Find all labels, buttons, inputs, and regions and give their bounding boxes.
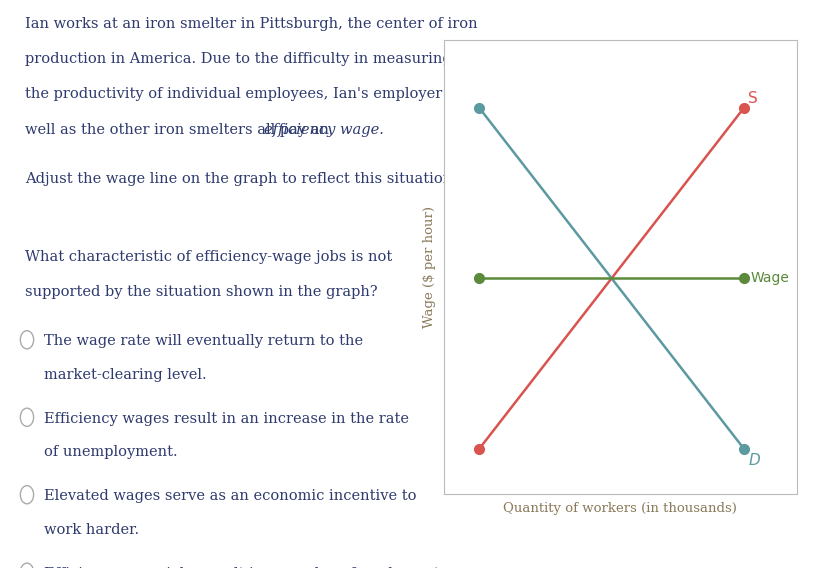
Text: The wage rate will eventually return to the: The wage rate will eventually return to … xyxy=(43,334,363,348)
Text: Wage: Wage xyxy=(750,272,789,285)
Text: well as the other iron smelters all pay an: well as the other iron smelters all pay … xyxy=(25,123,334,137)
Y-axis label: Wage ($ per hour): Wage ($ per hour) xyxy=(422,206,436,328)
Text: S: S xyxy=(748,91,758,106)
Text: work harder.: work harder. xyxy=(43,523,139,537)
Text: of unemployment.: of unemployment. xyxy=(43,445,177,459)
Text: Adjust the wage line on the graph to reflect this situation.: Adjust the wage line on the graph to ref… xyxy=(25,172,456,186)
Text: well as the other iron smelters all pay an ​​​​​​​​​​​​​​​​​​​​​​​​.: well as the other iron smelters all pay … xyxy=(25,123,338,137)
Text: What characteristic of efficiency-wage jobs is not: What characteristic of efficiency-wage j… xyxy=(25,249,392,264)
Text: production in America. Due to the difficulty in measuring: production in America. Due to the diffic… xyxy=(25,52,452,66)
Text: Efficiency wages result in an increase in the rate: Efficiency wages result in an increase i… xyxy=(43,412,408,425)
Text: Efficiency wage jobs result in a surplus of workers at: Efficiency wage jobs result in a surplus… xyxy=(43,566,439,568)
Text: market-clearing level.: market-clearing level. xyxy=(43,367,206,382)
Text: Ian works at an iron smelter in Pittsburgh, the center of iron: Ian works at an iron smelter in Pittsbur… xyxy=(25,17,477,31)
Text: D: D xyxy=(748,453,760,468)
Text: Elevated wages serve as an economic incentive to: Elevated wages serve as an economic ince… xyxy=(43,489,416,503)
X-axis label: Quantity of workers (in thousands): Quantity of workers (in thousands) xyxy=(504,503,737,516)
Text: efficiency wage.: efficiency wage. xyxy=(264,123,383,137)
Text: supported by the situation shown in the graph?: supported by the situation shown in the … xyxy=(25,285,378,299)
Text: the productivity of individual employees, Ian's employer as: the productivity of individual employees… xyxy=(25,87,463,102)
